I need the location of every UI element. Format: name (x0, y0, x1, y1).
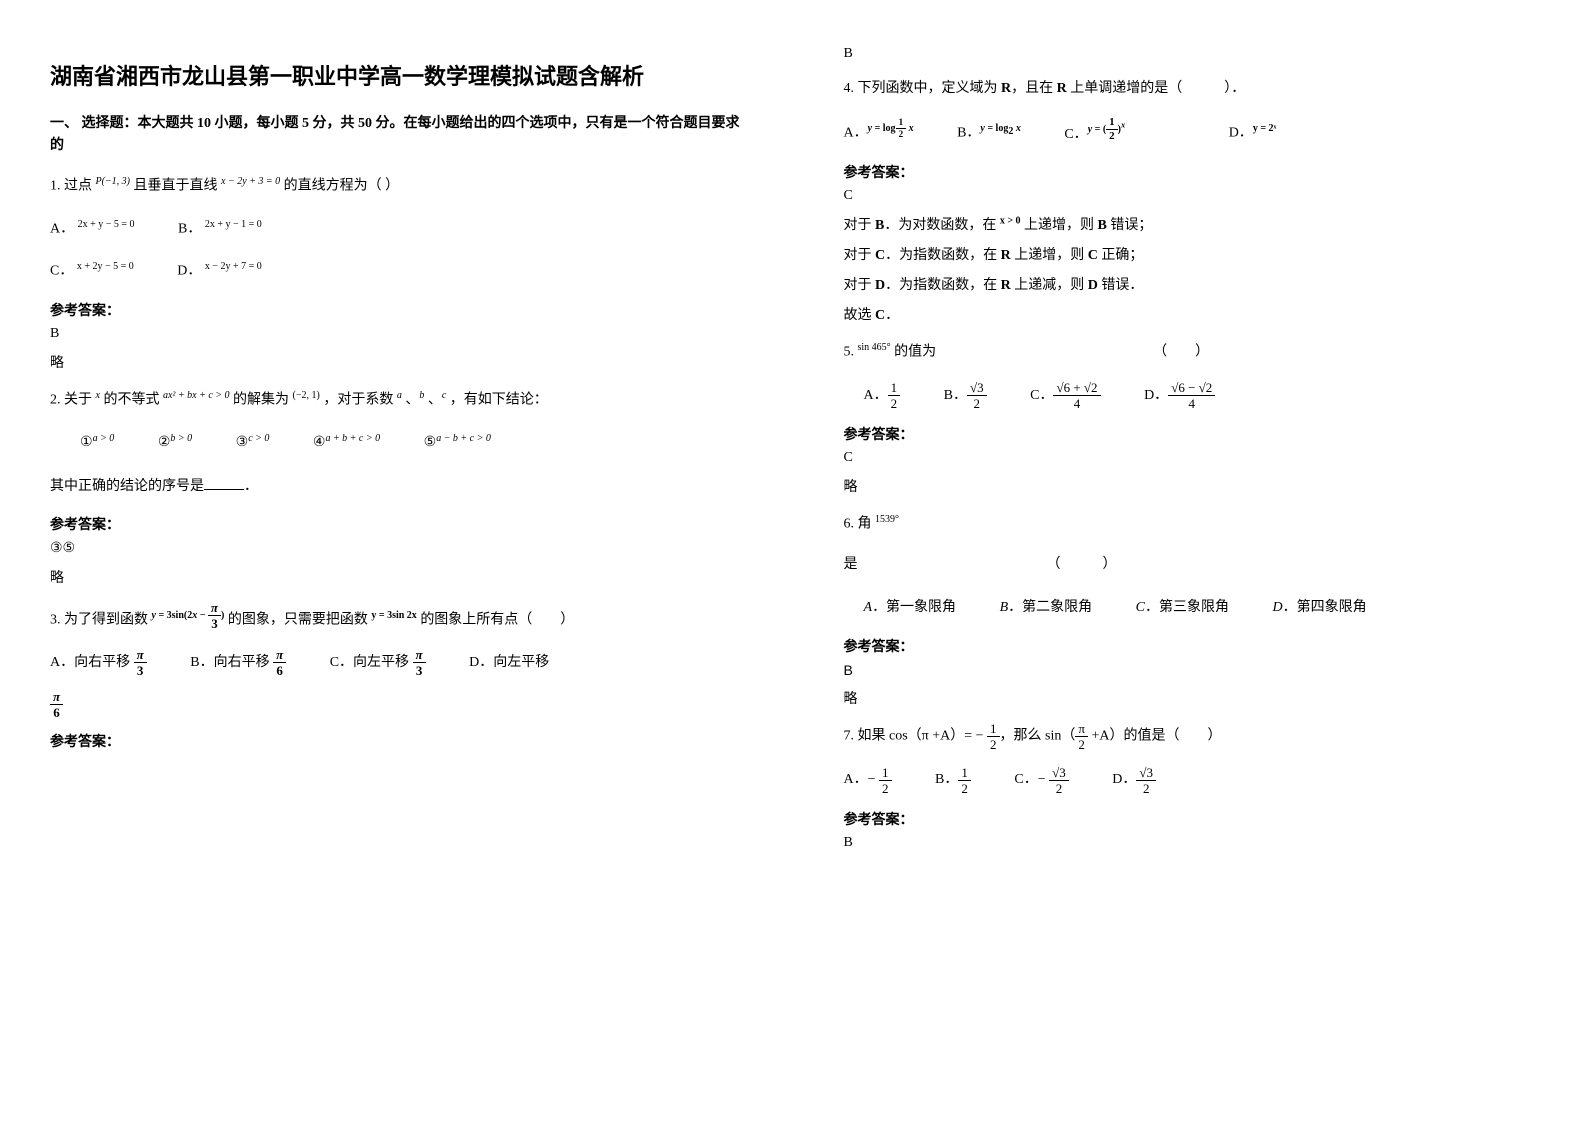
q6-opt-a: A．第一象限角 (864, 593, 957, 624)
q7-answer-label: 参考答案： (844, 809, 1538, 829)
q5-opt-b: B．√32 (944, 381, 987, 412)
q6-opt-c: C．第三象限角 (1136, 593, 1229, 624)
q4-expl-c: 对于 C．为指数函数，在 R 上递增，则 C 正确； (844, 244, 1538, 264)
q5-answer: C (844, 450, 1538, 466)
q7-opt-b: B．12 (935, 765, 971, 796)
q7-options: A．− 12 B．12 C．− √32 D．√32 (844, 765, 1538, 796)
q6-answer: B (844, 662, 1538, 678)
question-4: 4. 下列函数中，定义域为 R，且在 R 上单调递增的是（ ）． (844, 76, 1538, 103)
q1-answer: B (50, 326, 744, 342)
q5-opt-c: C．√6 + √24 (1030, 381, 1100, 412)
q2-answer-label: 参考答案： (50, 514, 744, 534)
q2-tail: 其中正确的结论的序号是． (50, 474, 744, 501)
q5-opt-d: D．√6 − √24 (1144, 381, 1215, 412)
q6-opt-b: B．第二象限角 (1000, 593, 1093, 624)
q3-f1: y = 3sin(2x − π3) (152, 610, 225, 621)
left-column: 湖南省湘西市龙山县第一职业中学高一数学理模拟试题含解析 一、 选择题：本大题共 … (0, 0, 794, 1122)
question-6: 6. 角 1539° (844, 510, 1538, 538)
q3-opt-d: D．向左平移 (469, 648, 549, 679)
q4-opt-b: B．y = log2 x (957, 118, 1021, 149)
q3-answer-label: 参考答案： (50, 731, 744, 751)
q5-opt-a: A．12 (864, 381, 901, 412)
q7-opt-d: D．√32 (1112, 765, 1156, 796)
q4-opt-a: A．y = log12 x (844, 118, 914, 149)
q5-note: 略 (844, 476, 1538, 496)
q1-opt-a: A． 2x + y − 5 = 0 (50, 214, 135, 245)
q1-opt-c: C． x + 2y − 5 = 0 (50, 256, 134, 287)
q7-opt-c: C．− √32 (1014, 765, 1068, 796)
q2-options: ①a > 0 ②b > 0 ③c > 0 ④a + b + c > 0 ⑤a −… (50, 428, 744, 460)
q1-opt-d: D． x − 2y + 7 = 0 (177, 256, 262, 287)
section-1-heading: 一、 选择题：本大题共 10 小题，每小题 5 分，共 50 分。在每小题给出的… (50, 113, 744, 158)
page-title: 湖南省湘西市龙山县第一职业中学高一数学理模拟试题含解析 (50, 60, 744, 93)
q1-line: x − 2y + 3 = 0 (221, 176, 280, 187)
q4-expl-b: 对于 B．为对数函数，在 x > 0 上递增，则 B 错误； (844, 214, 1538, 234)
q3-options: A．向右平移 π3 B．向右平移 π6 C．向左平移 π3 D．向左平移 (50, 648, 744, 679)
q1-stem-mid: 且垂直于直线 (130, 178, 221, 193)
q2-opt-3: ③c > 0 (236, 428, 270, 459)
q2-opt-2: ②b > 0 (158, 428, 192, 459)
q1-opt-b: B． 2x + y − 1 = 0 (178, 214, 262, 245)
q3-answer: B (844, 46, 1538, 62)
q3-opt-a: A．向右平移 π3 (50, 648, 147, 679)
question-1: 1. 过点 P(−1, 3) 且垂直于直线 x − 2y + 3 = 0 的直线… (50, 172, 744, 200)
q2-note: 略 (50, 567, 744, 587)
q1-stem-post: 的直线方程为（ ） (280, 178, 399, 193)
q1-point: P(−1, 3) (96, 176, 131, 187)
q3-f2: y = 3sin 2x (371, 610, 416, 621)
q6-stem-mid: 是 （ ） (844, 552, 1538, 579)
q1-stem-pre: 1. 过点 (50, 178, 96, 193)
q6-answer-label: 参考答案： (844, 636, 1538, 656)
q4-opt-d: D．y = 2ˣ (1229, 118, 1277, 149)
q1-answer-label: 参考答案： (50, 300, 744, 320)
q1-options-row2: C． x + 2y − 5 = 0 D． x − 2y + 7 = 0 (50, 256, 744, 288)
q4-expl-d: 对于 D．为指数函数，在 R 上递减，则 D 错误． (844, 274, 1538, 294)
q2-opt-5: ⑤a − b + c > 0 (424, 428, 491, 459)
q4-expl-final: 故选 C． (844, 304, 1538, 324)
q1-note: 略 (50, 352, 744, 372)
q4-options: A．y = log12 x B．y = log2 x C．y = (12)x D… (844, 117, 1538, 151)
q6-opt-d: D．第四象限角 (1272, 593, 1366, 624)
q2-opt-1: ①a > 0 (80, 428, 114, 459)
question-3: 3. 为了得到函数 y = 3sin(2x − π3) 的图象，只需要把函数 y… (50, 601, 744, 634)
question-2: 2. 关于 x 的不等式 ax² + bx + c > 0 的解集为 (−2, … (50, 386, 744, 414)
q4-answer: C (844, 188, 1538, 204)
blank (204, 475, 244, 490)
q2-opt-4: ④a + b + c > 0 (313, 428, 380, 459)
q6-options: A．第一象限角 B．第二象限角 C．第三象限角 D．第四象限角 (844, 593, 1538, 624)
q3-opt-c: C．向左平移 π3 (330, 648, 426, 679)
question-7: 7. 如果 cos（π +A）= − 12，那么 sin（π2 +A）的值是（ … (844, 722, 1538, 751)
q2-answer: ③⑤ (50, 540, 744, 557)
question-5: 5. sin 465° 的值为 （ ） (844, 338, 1538, 366)
q4-answer-label: 参考答案： (844, 162, 1538, 182)
q7-answer: B (844, 835, 1538, 851)
q7-opt-a: A．− 12 (844, 765, 892, 796)
q1-options-row1: A． 2x + y − 5 = 0 B． 2x + y − 1 = 0 (50, 214, 744, 246)
q3-opt-d-frac: π6 (50, 690, 744, 719)
q6-note: 略 (844, 688, 1538, 708)
q3-opt-b: B．向右平移 π6 (190, 648, 286, 679)
q5-answer-label: 参考答案： (844, 424, 1538, 444)
right-column: B 4. 下列函数中，定义域为 R，且在 R 上单调递增的是（ ）． A．y =… (794, 0, 1587, 1122)
q4-opt-c: C．y = (12)x (1064, 117, 1125, 151)
q5-options: A．12 B．√32 C．√6 + √24 D．√6 − √24 (844, 381, 1538, 412)
